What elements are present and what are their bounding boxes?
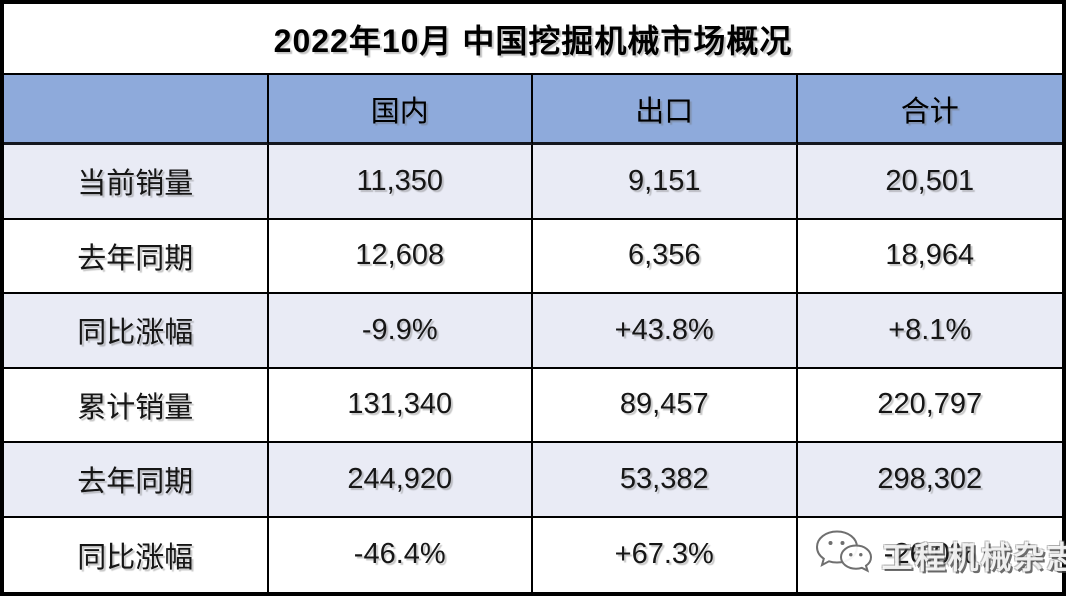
table-title: 2022年10月 中国挖掘机械市场概况 bbox=[273, 22, 793, 59]
table-cell: 89,457 bbox=[533, 368, 798, 443]
cell-value: 298,302 bbox=[877, 462, 983, 495]
header-export-label: 出口 bbox=[635, 95, 694, 128]
row-label-cell: 当前销量 bbox=[4, 145, 269, 220]
table-cell: 131,340 bbox=[268, 368, 533, 443]
cell-value: 131,340 bbox=[347, 388, 453, 421]
row-label: 同比涨幅 bbox=[77, 317, 194, 350]
table-cell: 9,151 bbox=[533, 145, 798, 220]
table-cell: 20,501 bbox=[797, 145, 1062, 220]
table-cell: 11,350 bbox=[268, 145, 533, 220]
table-cell: 12,608 bbox=[268, 219, 533, 294]
cell-value: -9.9% bbox=[361, 313, 438, 346]
table-cell-with-watermark: -26.0% 工程机械杂志 bbox=[797, 517, 1066, 592]
wechat-icon bbox=[812, 528, 874, 581]
row-label: 当前销量 bbox=[77, 168, 194, 201]
cell-value: +43.8% bbox=[614, 313, 714, 346]
row-label-cell: 去年同期 bbox=[4, 219, 269, 294]
table-cell: 18,964 bbox=[797, 219, 1062, 294]
header-export: 出口 bbox=[533, 75, 798, 145]
row-label-cell: 去年同期 bbox=[4, 443, 269, 518]
header-domestic-label: 国内 bbox=[370, 95, 429, 128]
row-label-cell: 同比涨幅 bbox=[4, 294, 269, 369]
table-cell: 6,356 bbox=[533, 219, 798, 294]
cell-value: 53,382 bbox=[619, 462, 709, 495]
table-cell: +8.1% bbox=[797, 294, 1062, 369]
cell-value: -46.4% bbox=[353, 538, 446, 571]
row-label: 同比涨幅 bbox=[77, 541, 194, 574]
cell-value: +67.3% bbox=[614, 538, 714, 571]
table-cell: -46.4% bbox=[268, 517, 533, 592]
header-domestic: 国内 bbox=[268, 75, 533, 145]
header-total-label: 合计 bbox=[900, 95, 959, 128]
table-title-row: 2022年10月 中国挖掘机械市场概况 bbox=[4, 4, 1062, 75]
table-cell: 298,302 bbox=[797, 443, 1062, 518]
table-cell: 220,797 bbox=[797, 368, 1062, 443]
table-cell: 244,920 bbox=[268, 443, 533, 518]
table-cell: +43.8% bbox=[533, 294, 798, 369]
cell-value: 244,920 bbox=[347, 462, 453, 495]
cell-value: 18,964 bbox=[885, 239, 975, 272]
table-cell: -9.9% bbox=[268, 294, 533, 369]
cell-value: -26.0% bbox=[883, 538, 976, 571]
row-label: 去年同期 bbox=[77, 242, 194, 275]
table-cell: +67.3% bbox=[533, 517, 798, 592]
cell-value: 20,501 bbox=[885, 164, 975, 197]
cell-value: 12,608 bbox=[355, 239, 445, 272]
header-corner-cell bbox=[4, 75, 269, 145]
cell-value: +8.1% bbox=[888, 313, 972, 346]
cell-value: 11,350 bbox=[356, 164, 444, 197]
table-cell: 53,382 bbox=[533, 443, 798, 518]
cell-value: 6,356 bbox=[627, 239, 701, 272]
header-total: 合计 bbox=[797, 75, 1062, 145]
row-label-cell: 累计销量 bbox=[4, 368, 269, 443]
cell-value: 220,797 bbox=[877, 388, 983, 421]
row-label: 去年同期 bbox=[77, 466, 194, 499]
row-label-cell: 同比涨幅 bbox=[4, 517, 269, 592]
cell-value: 9,151 bbox=[627, 164, 701, 197]
cell-value: 89,457 bbox=[619, 388, 709, 421]
row-label: 累计销量 bbox=[77, 391, 194, 424]
